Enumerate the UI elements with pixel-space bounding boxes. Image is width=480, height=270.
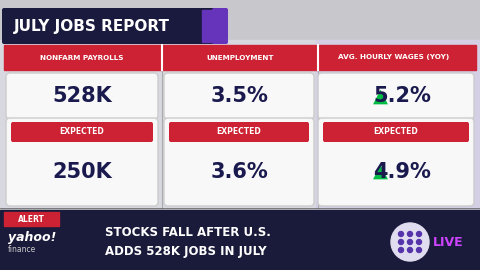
Bar bbox=[4, 212, 59, 226]
Bar bbox=[4, 45, 476, 70]
Text: 3.6%: 3.6% bbox=[210, 162, 268, 182]
Text: 4.9%: 4.9% bbox=[373, 162, 431, 182]
FancyBboxPatch shape bbox=[318, 73, 474, 119]
Circle shape bbox=[417, 239, 421, 245]
Circle shape bbox=[398, 231, 404, 237]
Circle shape bbox=[391, 223, 429, 261]
FancyBboxPatch shape bbox=[2, 8, 216, 44]
Bar bbox=[202, 10, 222, 42]
FancyBboxPatch shape bbox=[169, 122, 309, 142]
Text: yahoo!: yahoo! bbox=[8, 231, 56, 245]
Text: NONFARM PAYROLLS: NONFARM PAYROLLS bbox=[40, 55, 124, 60]
Circle shape bbox=[398, 248, 404, 252]
FancyBboxPatch shape bbox=[6, 118, 158, 206]
Text: EXPECTED: EXPECTED bbox=[373, 127, 419, 137]
FancyBboxPatch shape bbox=[164, 73, 314, 119]
Text: STOCKS FALL AFTER U.S.
ADDS 528K JOBS IN JULY: STOCKS FALL AFTER U.S. ADDS 528K JOBS IN… bbox=[105, 227, 271, 258]
Circle shape bbox=[408, 248, 412, 252]
Bar bbox=[0, 40, 480, 208]
Circle shape bbox=[408, 239, 412, 245]
Circle shape bbox=[408, 231, 412, 237]
Text: 250K: 250K bbox=[52, 162, 112, 182]
FancyBboxPatch shape bbox=[11, 122, 153, 142]
Text: EXPECTED: EXPECTED bbox=[216, 127, 262, 137]
FancyBboxPatch shape bbox=[164, 118, 314, 206]
FancyBboxPatch shape bbox=[323, 122, 469, 142]
Circle shape bbox=[417, 248, 421, 252]
Text: ALERT: ALERT bbox=[18, 214, 45, 224]
Text: ▲: ▲ bbox=[373, 86, 388, 106]
Text: LIVE: LIVE bbox=[432, 235, 463, 248]
Bar bbox=[316, 40, 480, 208]
Bar bbox=[0, 210, 480, 270]
FancyBboxPatch shape bbox=[318, 118, 474, 206]
Text: JULY JOBS REPORT: JULY JOBS REPORT bbox=[14, 19, 170, 33]
Text: 3.5%: 3.5% bbox=[210, 86, 268, 106]
FancyBboxPatch shape bbox=[212, 8, 228, 44]
Text: 528K: 528K bbox=[52, 86, 112, 106]
Text: ▲: ▲ bbox=[373, 162, 388, 181]
Circle shape bbox=[398, 239, 404, 245]
Text: finance: finance bbox=[8, 245, 36, 255]
Text: 5.2%: 5.2% bbox=[373, 86, 431, 106]
Circle shape bbox=[417, 231, 421, 237]
Text: AVG. HOURLY WAGES (YOY): AVG. HOURLY WAGES (YOY) bbox=[338, 55, 450, 60]
FancyBboxPatch shape bbox=[6, 73, 158, 119]
Text: EXPECTED: EXPECTED bbox=[60, 127, 104, 137]
Text: UNEMPLOYMENT: UNEMPLOYMENT bbox=[206, 55, 274, 60]
